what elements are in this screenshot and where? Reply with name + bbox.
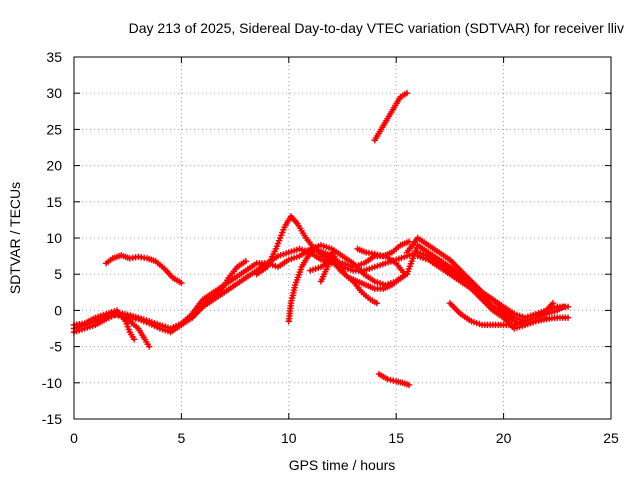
data-series-j	[307, 252, 408, 278]
y-tick-label: -15	[42, 411, 62, 427]
data-point	[560, 303, 567, 310]
y-tick-label: 15	[46, 194, 62, 210]
data-series-o	[414, 252, 550, 332]
data-point	[374, 251, 381, 258]
data-point	[564, 314, 572, 321]
data-series-a	[103, 252, 185, 287]
y-tick-label: 20	[46, 158, 62, 174]
data-series-g	[253, 213, 404, 292]
x-tick-label: 25	[603, 430, 619, 446]
data-point	[387, 376, 394, 384]
y-tick-label: 25	[46, 121, 62, 137]
series-layer	[70, 90, 572, 389]
data-point	[242, 257, 250, 265]
y-tick-label: 10	[46, 230, 62, 246]
y-axis-label: SDTVAR / TECUs	[7, 182, 23, 294]
grid	[74, 57, 611, 419]
data-point	[543, 314, 550, 321]
data-series-k	[354, 238, 413, 260]
data-point	[384, 375, 391, 383]
y-tick-label: 30	[46, 85, 62, 101]
data-series-h	[285, 245, 335, 325]
x-tick-label: 5	[178, 430, 186, 446]
y-tick-label: -10	[42, 375, 62, 391]
series-trace	[255, 214, 402, 291]
data-point	[109, 310, 116, 318]
data-series-m	[375, 370, 413, 389]
data-point	[405, 381, 413, 389]
y-tick-label: 35	[46, 49, 62, 65]
data-point	[549, 299, 557, 307]
chart-title: Day 213 of 2025, Sidereal Day-to-day VTE…	[129, 20, 624, 36]
data-series-i	[317, 249, 381, 307]
data-point	[115, 312, 122, 319]
x-tick-label: 15	[388, 430, 404, 446]
data-point	[130, 336, 138, 343]
data-series-f	[188, 257, 250, 321]
data-point	[397, 274, 404, 282]
x-tick-label: 0	[70, 430, 78, 446]
data-point	[145, 343, 153, 350]
data-point	[373, 299, 381, 307]
data-point	[401, 271, 408, 278]
data-point	[405, 238, 413, 245]
data-point	[112, 311, 119, 318]
x-axis-label: GPS time / hours	[289, 457, 396, 473]
x-tick-label: 20	[496, 430, 512, 446]
data-series-l	[371, 90, 411, 144]
y-tick-label: -5	[50, 339, 63, 355]
data-point	[403, 90, 411, 97]
data-series-p	[446, 299, 557, 329]
data-point	[390, 377, 397, 384]
ticks: 0 5 10 15 20 25 -15 -10 -5 0 5 10 15 20 25 30 35	[42, 49, 619, 446]
data-series-e	[109, 310, 153, 350]
y-tick-label: 0	[54, 302, 62, 318]
x-tick-label: 10	[281, 430, 297, 446]
data-point	[371, 250, 378, 258]
data-point	[178, 279, 185, 287]
y-tick-label: 5	[54, 266, 62, 282]
series-trace	[405, 236, 566, 323]
